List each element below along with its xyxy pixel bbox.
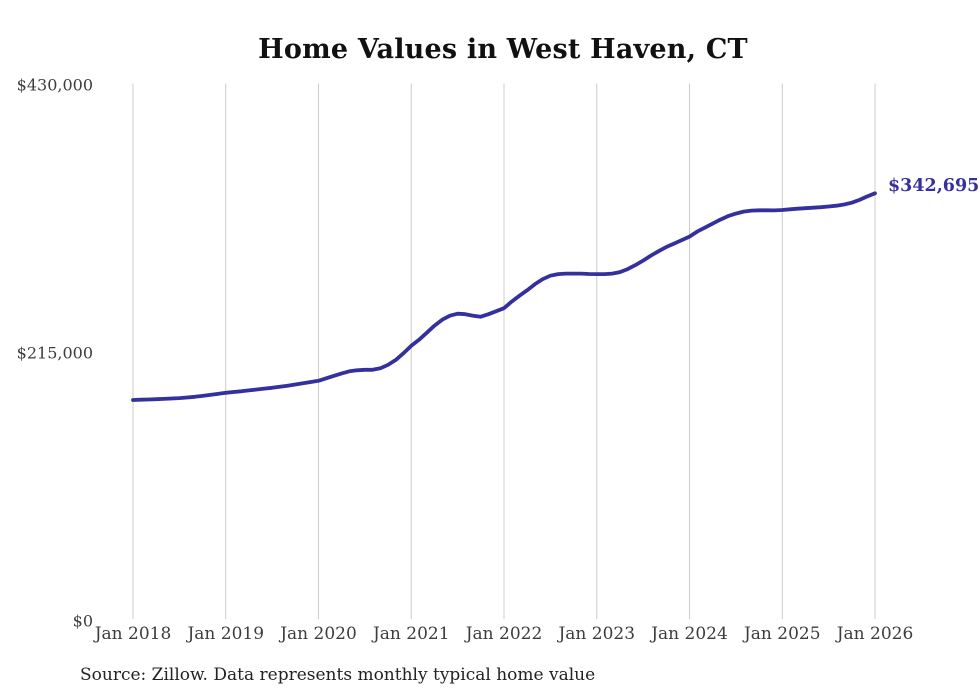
x-tick-label: Jan 2026 xyxy=(836,624,914,644)
x-tick-label: Jan 2025 xyxy=(743,624,821,644)
y-tick-label: $430,000 xyxy=(16,75,93,94)
x-tick-label: Jan 2018 xyxy=(94,624,172,644)
latest-value-label: $342,695 xyxy=(888,176,980,197)
x-tick-label: Jan 2022 xyxy=(465,624,543,644)
x-tick-label: Jan 2021 xyxy=(372,624,450,644)
x-tick-label: Jan 2020 xyxy=(280,624,357,644)
y-tick-label: $0 xyxy=(72,611,93,630)
home-value-line xyxy=(131,191,877,402)
x-tick-label: Jan 2024 xyxy=(651,624,728,644)
x-tick-label: Jan 2019 xyxy=(187,624,265,644)
source-note: Source: Zillow. Data represents monthly … xyxy=(80,665,596,685)
chart-title: Home Values in West Haven, CT xyxy=(258,34,748,65)
y-tick-label: $215,000 xyxy=(16,343,93,362)
x-tick-label: Jan 2023 xyxy=(558,624,636,644)
